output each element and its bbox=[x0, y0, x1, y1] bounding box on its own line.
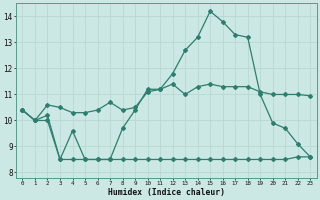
X-axis label: Humidex (Indice chaleur): Humidex (Indice chaleur) bbox=[108, 188, 225, 197]
